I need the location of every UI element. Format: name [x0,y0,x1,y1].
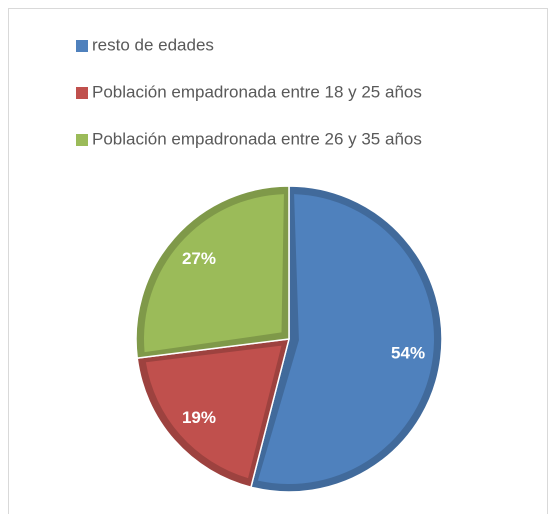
legend-swatch [76,134,88,146]
pie-slice-face [145,345,282,479]
data-label: 19% [182,408,216,427]
legend-label: Población empadronada entre 26 y 35 años [92,129,422,148]
legend-swatch [76,87,88,99]
chart-border [8,8,548,514]
data-label: 27% [182,249,216,268]
legend-label: resto de edades [92,35,214,54]
legend-swatch [76,40,88,52]
pie-slice-face [257,194,435,485]
pie-slice-face [144,194,284,353]
legend-label: Población empadronada entre 18 y 25 años [92,82,422,101]
data-label: 54% [391,344,425,363]
